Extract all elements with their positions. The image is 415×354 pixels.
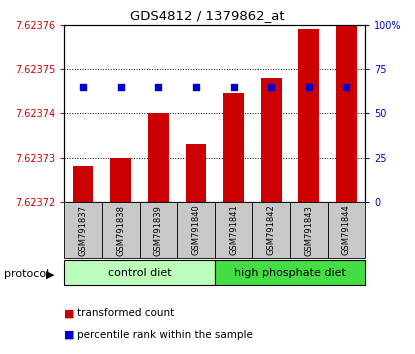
Bar [298,29,319,202]
Text: ▶: ▶ [46,269,55,279]
Text: high phosphate diet: high phosphate diet [234,268,346,278]
Bar [327,202,365,258]
Text: GSM791842: GSM791842 [267,205,276,256]
Point [343,84,350,90]
Text: GDS4812 / 1379862_at: GDS4812 / 1379862_at [130,9,285,22]
Point [155,84,162,90]
Bar [102,202,139,258]
Point [193,84,199,90]
Text: protocol: protocol [4,269,49,279]
Bar [110,158,131,202]
Bar [64,202,102,258]
Text: ■: ■ [64,330,75,339]
Text: GSM791843: GSM791843 [304,205,313,256]
Point [230,84,237,90]
Bar [261,78,281,202]
Bar [252,202,290,258]
Point [268,84,274,90]
Bar [290,202,327,258]
Bar [148,113,168,202]
Bar [177,202,215,258]
Text: control diet: control diet [108,268,171,278]
Text: GSM791838: GSM791838 [116,205,125,256]
Point [117,84,124,90]
Text: GSM791837: GSM791837 [78,205,88,256]
Text: GSM791839: GSM791839 [154,205,163,256]
Bar [215,202,252,258]
Bar [186,144,206,202]
Text: transformed count: transformed count [77,308,174,318]
Bar [336,16,357,202]
Text: GSM791840: GSM791840 [191,205,200,256]
Text: percentile rank within the sample: percentile rank within the sample [77,330,253,339]
Text: ■: ■ [64,308,75,318]
Text: GSM791841: GSM791841 [229,205,238,256]
Bar [215,260,365,285]
Bar [223,93,244,202]
Point [80,84,86,90]
Point [305,84,312,90]
Bar [64,260,215,285]
Text: GSM791844: GSM791844 [342,205,351,256]
Bar [73,166,93,202]
Bar [139,202,177,258]
